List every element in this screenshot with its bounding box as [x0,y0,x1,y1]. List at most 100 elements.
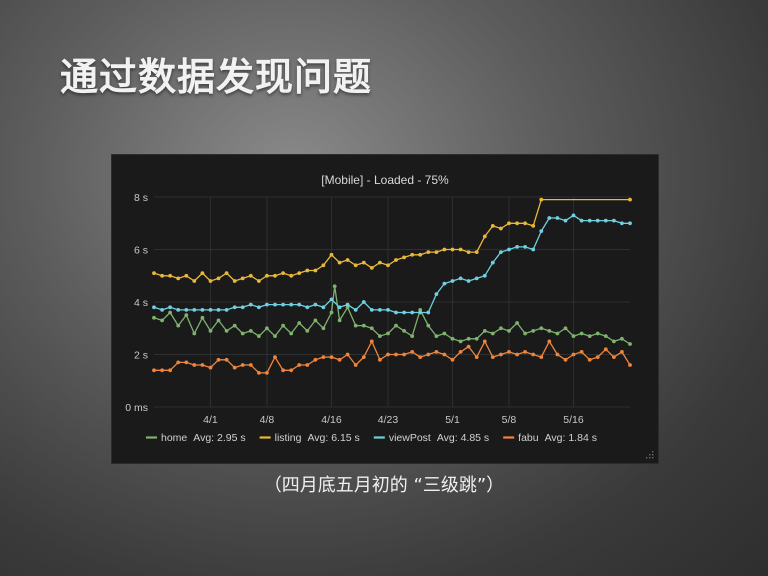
data-point [579,350,584,354]
data-point [523,221,527,226]
data-point [523,245,527,249]
series-line-home [153,285,631,345]
data-point [547,329,552,333]
series-line-fabu [154,340,631,374]
data-point [450,279,455,283]
grid [154,196,630,408]
series-line-viewpost [153,214,630,314]
data-point [345,258,350,262]
data-point [337,260,342,265]
data-point [426,310,431,315]
data-point [224,308,229,312]
data-point [232,305,237,310]
data-point [490,224,495,228]
data-point [289,302,294,307]
data-point [531,224,536,228]
data-point [386,263,390,268]
data-point [386,308,390,312]
legend[interactable]: home Avg: 2.95 s listing Avg: 6.15 s viewPos… [146,432,597,444]
data-point [321,326,326,331]
data-point [515,221,519,226]
data-point [160,308,164,312]
data-point [224,329,229,333]
data-point [361,260,366,265]
data-point [289,368,294,373]
data-point [337,318,342,323]
y-tick-label: 6 s [134,245,148,257]
data-point [176,308,181,312]
data-point [281,271,285,275]
data-point [200,308,205,312]
data-point [168,310,172,315]
data-point [378,308,382,312]
data-point [531,329,536,333]
data-point [394,352,398,357]
data-point [160,273,164,278]
data-point [603,347,608,352]
data-point [555,352,560,357]
data-point [353,308,358,312]
legend-item-fabu[interactable]: fabu Avg: 1.84 s [503,432,597,444]
series-line-listing [153,198,630,282]
resize-grip-icon[interactable] [644,449,654,459]
data-point [273,302,277,307]
data-point [321,355,326,359]
legend-item-home[interactable]: home Avg: 2.95 s [146,432,246,444]
data-point [216,357,221,362]
chart-title: [Mobile] - Loaded - 75% [321,173,449,187]
data-point [458,339,463,344]
data-point [507,221,511,226]
data-point [224,271,229,275]
data-point [273,334,277,338]
data-point [490,260,495,265]
data-point [329,355,334,359]
data-point [531,247,536,252]
data-point [386,352,390,357]
data-point [208,308,213,312]
data-point [184,308,189,312]
y-axis: 0 ms 2 s 4 s 6 s 8 s [125,192,148,414]
legend-item-listing[interactable]: listing Avg: 6.15 s [259,432,360,444]
data-point [265,302,269,307]
data-point [612,339,616,344]
data-point [523,331,527,336]
data-point [248,363,253,367]
data-point [539,326,544,331]
data-point [410,350,415,354]
data-point [539,197,544,202]
data-point [152,271,156,275]
data-point [515,321,519,325]
data-point [337,305,342,310]
data-point [531,352,536,357]
data-point [240,276,245,281]
data-point [458,247,463,252]
data-point [418,310,423,315]
legend-series-name: listing [275,432,302,444]
data-point [200,363,205,367]
data-point [482,329,487,333]
data-point [547,216,552,220]
data-point [466,279,471,283]
data-point [628,221,632,226]
data-point [216,276,221,281]
data-point [563,357,568,362]
data-point [152,305,156,310]
data-point [410,310,415,315]
data-point [402,310,406,315]
data-point [208,365,213,370]
data-point [329,297,334,302]
data-point [539,229,544,233]
data-point [345,305,350,310]
data-point [579,218,584,223]
legend-item-viewpost[interactable]: viewPost Avg: 4.85 s [373,432,489,444]
data-point [402,352,406,357]
series-listing [152,197,632,283]
data-point [369,308,374,312]
data-point [297,271,302,275]
data-point [265,371,269,375]
x-tick-label: 5/16 [563,414,584,426]
data-point [474,276,479,281]
x-axis: 4/1 4/8 4/16 4/23 5/1 5/8 5/16 [203,414,584,426]
data-point [410,252,415,257]
data-point [248,273,253,278]
